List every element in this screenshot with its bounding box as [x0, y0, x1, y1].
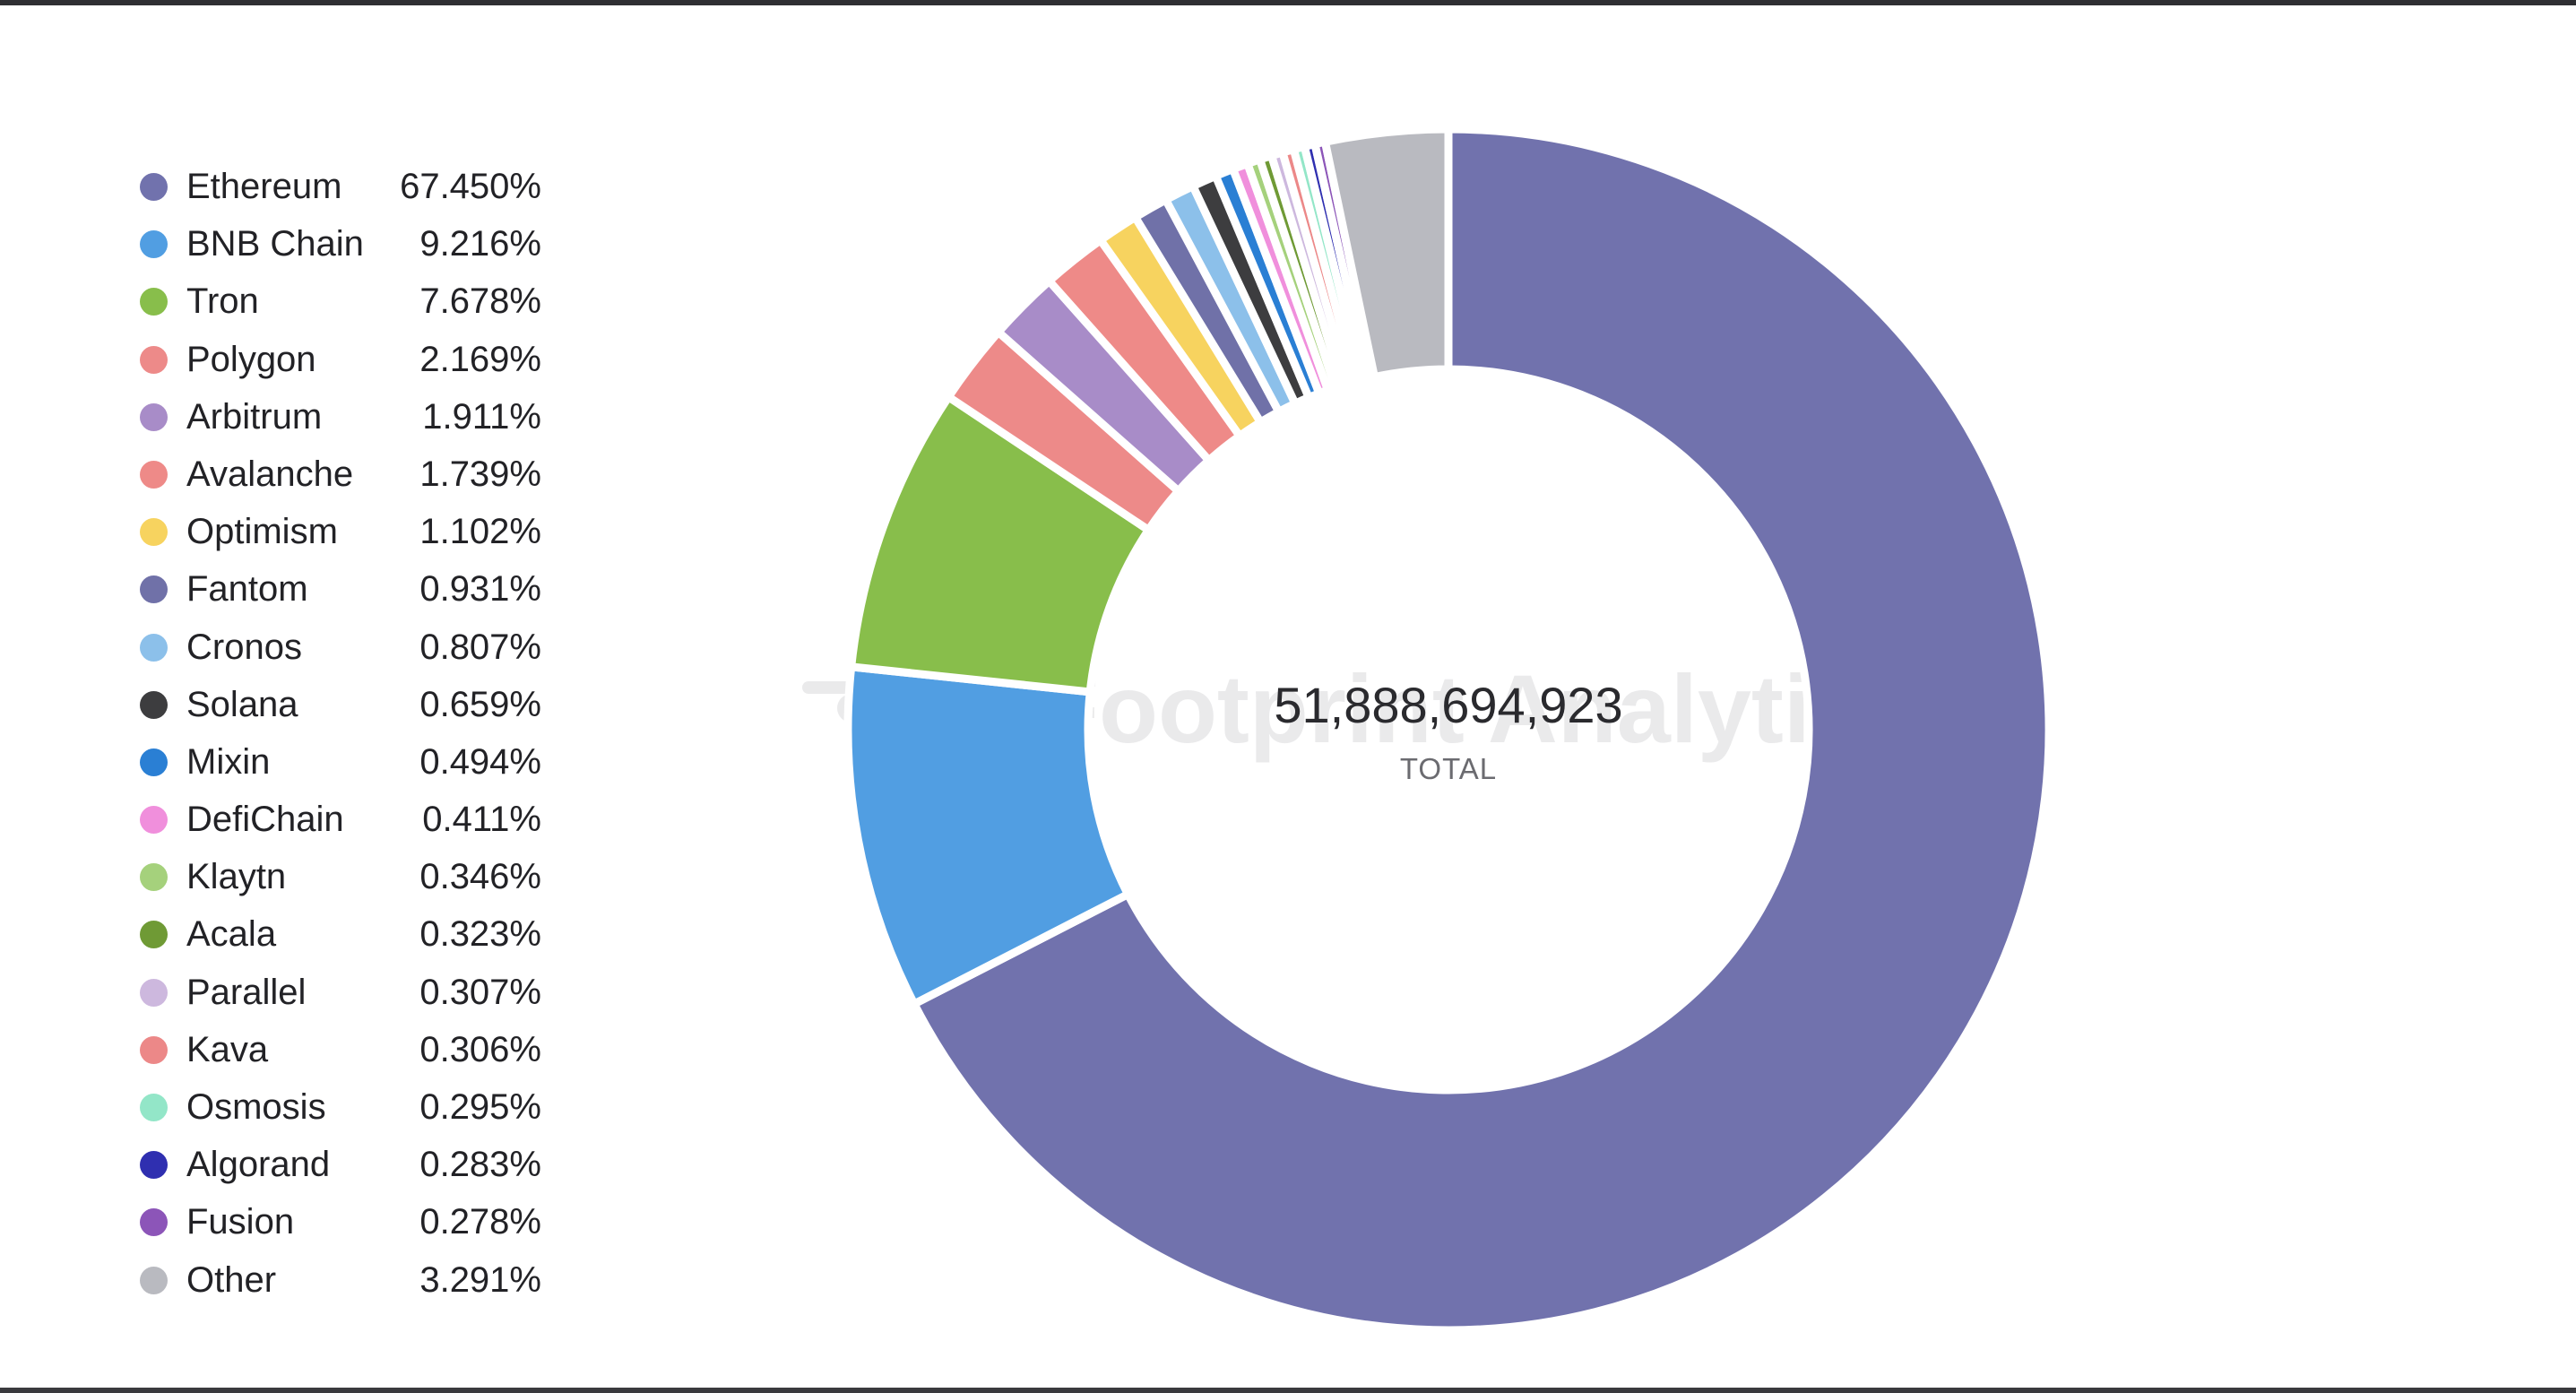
legend-swatch [140, 1094, 168, 1121]
legend-value: 1.739% [419, 454, 541, 494]
legend-value: 0.278% [419, 1202, 541, 1242]
legend-item-solana[interactable]: Solana 0.659% [134, 676, 565, 733]
legend-label: Arbitrum [186, 396, 323, 437]
legend-value: 1.102% [419, 512, 541, 552]
chart-legend: Ethereum 67.450% BNB Chain 9.216% Tron 7.678%… [134, 158, 565, 1309]
legend-label: Cronos [186, 627, 302, 667]
legend-value: 3.291% [419, 1259, 541, 1300]
legend-swatch [140, 518, 168, 547]
legend-item-klaytn[interactable]: Klaytn 0.346% [134, 848, 565, 905]
legend-item-kava[interactable]: Kava 0.306% [134, 1021, 565, 1078]
legend-item-defichain[interactable]: DefiChain 0.411% [134, 791, 565, 848]
legend-label: Fantom [186, 569, 308, 610]
slice-ethereum[interactable] [910, 125, 2053, 1335]
legend-swatch [140, 288, 168, 316]
donut-slices [843, 125, 2053, 1335]
legend-label: Ethereum [186, 167, 342, 206]
legend-label: Algorand [186, 1145, 331, 1185]
legend-value: 0.307% [419, 972, 541, 1012]
legend-label: Osmosis [186, 1087, 326, 1127]
legend-swatch [140, 575, 168, 604]
legend-value: 1.911% [422, 396, 541, 437]
legend-swatch [140, 863, 168, 892]
legend-label: Avalanche [186, 454, 354, 494]
legend-value: 0.295% [419, 1087, 541, 1127]
legend-value: 7.678% [419, 281, 541, 322]
top-border [0, 0, 2576, 5]
legend-item-acala[interactable]: Acala 0.323% [134, 905, 565, 963]
legend-item-ethereum[interactable]: Ethereum 67.450% [134, 158, 565, 215]
center-total-value: 51,888,694,923 [1274, 677, 1622, 733]
bottom-border [0, 1388, 2576, 1393]
legend-label: Other [186, 1259, 277, 1300]
legend-swatch [140, 173, 168, 201]
legend-value: 0.494% [419, 741, 541, 782]
legend-label: Optimism [186, 512, 338, 552]
legend-swatch [140, 633, 168, 662]
legend-swatch [140, 806, 168, 835]
legend-item-arbitrum[interactable]: Arbitrum 1.911% [134, 388, 565, 446]
legend-item-osmosis[interactable]: Osmosis 0.295% [134, 1078, 565, 1136]
legend-item-fantom[interactable]: Fantom 0.931% [134, 560, 565, 618]
legend-value: 0.346% [419, 857, 541, 897]
legend-item-polygon[interactable]: Polygon 2.169% [134, 331, 565, 388]
legend-item-fusion[interactable]: Fusion 0.278% [134, 1193, 565, 1250]
legend-swatch [140, 978, 168, 1007]
legend-swatch [140, 1266, 168, 1294]
legend-item-parallel[interactable]: Parallel 0.307% [134, 964, 565, 1021]
legend-value: 2.169% [419, 339, 541, 379]
legend-item-other[interactable]: Other 3.291% [134, 1251, 565, 1309]
legend-swatch [140, 748, 168, 776]
legend-label: Fusion [186, 1202, 295, 1242]
legend-label: Solana [186, 684, 298, 724]
legend-swatch [140, 1035, 168, 1064]
legend-value: 0.306% [419, 1029, 541, 1069]
legend-swatch [140, 690, 168, 719]
legend-value: 0.931% [419, 569, 541, 610]
legend-label: BNB Chain [186, 224, 364, 264]
legend-swatch [140, 921, 168, 949]
legend-item-bnb-chain[interactable]: BNB Chain 9.216% [134, 215, 565, 273]
legend-item-optimism[interactable]: Optimism 1.102% [134, 503, 565, 560]
legend-label: Klaytn [186, 857, 287, 897]
legend-label: Parallel [186, 972, 307, 1012]
legend-swatch [140, 345, 168, 374]
legend-label: Kava [186, 1029, 269, 1069]
legend-label: Acala [186, 914, 277, 955]
legend-swatch [140, 1151, 168, 1180]
legend-swatch [140, 1208, 168, 1237]
legend-value: 0.659% [419, 684, 541, 724]
legend-label: Polygon [186, 339, 316, 379]
legend-item-algorand[interactable]: Algorand 0.283% [134, 1136, 565, 1193]
legend-value: 0.807% [419, 627, 541, 667]
legend-item-avalanche[interactable]: Avalanche 1.739% [134, 446, 565, 503]
legend-label: Tron [186, 281, 259, 322]
legend-item-cronos[interactable]: Cronos 0.807% [134, 619, 565, 676]
slice-other[interactable] [1320, 125, 1453, 382]
legend-item-mixin[interactable]: Mixin 0.494% [134, 733, 565, 791]
legend-swatch [140, 402, 168, 431]
legend-swatch [140, 230, 168, 259]
watermark-text: Footprint Analytics [1040, 654, 1918, 763]
legend-label: DefiChain [186, 800, 344, 840]
legend-value: 0.411% [422, 800, 541, 840]
legend-value: 0.323% [419, 914, 541, 955]
legend-item-tron[interactable]: Tron 7.678% [134, 273, 565, 330]
center-total-label: TOTAL [1400, 752, 1497, 785]
legend-value: 0.283% [419, 1145, 541, 1185]
legend-value: 9.216% [419, 224, 541, 264]
legend-label: Mixin [186, 741, 271, 782]
legend-swatch [140, 460, 168, 489]
legend-value: 67.450% [400, 167, 541, 206]
